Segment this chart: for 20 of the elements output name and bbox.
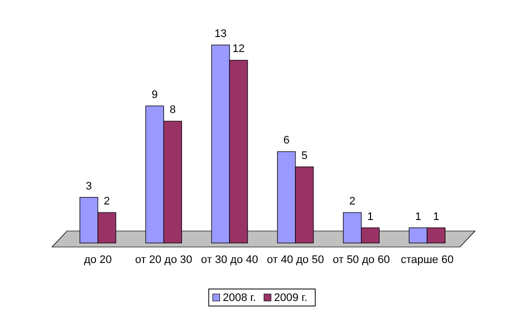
data-label: 9	[152, 88, 158, 101]
x-tick-label: от 40 до 50	[266, 254, 324, 266]
x-tick-label: старше 60	[400, 254, 454, 266]
data-label: 1	[367, 210, 374, 223]
data-label: 13	[214, 28, 227, 40]
x-tick-label: от 30 до 40	[201, 254, 258, 266]
legend-label: 2008 г.	[222, 292, 256, 304]
data-label: 2	[349, 196, 356, 208]
data-label: 2	[104, 196, 110, 208]
x-tick-label: от 20 до 30	[135, 254, 192, 266]
x-tick-label: от 50 до 60	[332, 254, 390, 266]
x-tick-label: до 20	[84, 254, 112, 266]
data-label: 8	[170, 104, 176, 116]
data-label: 5	[301, 150, 308, 162]
data-label: 3	[86, 180, 92, 192]
data-label: 12	[232, 43, 245, 56]
legend-label: 2009 г.	[274, 292, 308, 304]
data-label: 6	[283, 134, 290, 147]
data-label: 1	[433, 210, 440, 223]
data-label: 1	[415, 210, 422, 223]
